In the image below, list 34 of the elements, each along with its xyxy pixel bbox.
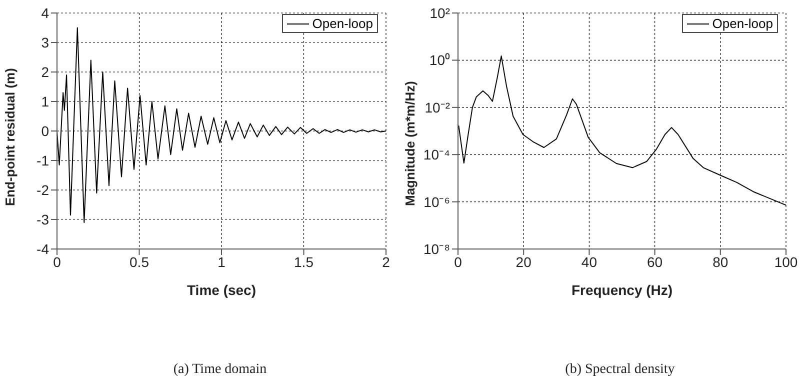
y-tick-label: 0 (41, 122, 50, 139)
x-tick-label: 0 (454, 254, 462, 270)
text: (a) Time domain (172, 362, 268, 378)
legend-label: Open-loop (712, 16, 773, 31)
y-tick-label: 3 (41, 34, 50, 50)
y-axis-title: End-point residual (m) (2, 68, 18, 206)
x-tick-label: 40 (581, 254, 598, 270)
y-tick-label: 10⁻² (424, 99, 450, 116)
y-axis-title: Magnitude (m*m/Hz) (402, 81, 418, 206)
x-tick-label: 80 (712, 254, 728, 270)
y-tick-label: 4 (41, 4, 50, 21)
x-tick-label: 100 (774, 254, 798, 270)
x-axis-title: Time (sec) (187, 282, 256, 298)
legend-label: Open-loop (312, 16, 373, 31)
x-tick-label: 60 (647, 254, 663, 270)
y-tick-label: 10⁻⁴ (423, 146, 450, 163)
y-tick-label: -3 (36, 211, 50, 228)
x-tick-label: 1.5 (294, 254, 314, 270)
x-tick-label: 0.5 (130, 254, 150, 270)
y-tick-label: -2 (36, 182, 50, 198)
x-tick-label: 1 (218, 254, 226, 270)
y-tick-label: 1 (41, 93, 50, 110)
y-tick-label: 10⁻⁶ (424, 194, 450, 210)
text: (b) Spectral density (564, 362, 676, 378)
y-tick-label: 10² (430, 4, 450, 21)
y-tick-label: 10⁻⁸ (424, 240, 450, 257)
y-tick-label: 2 (41, 64, 50, 80)
y-tick-label: -4 (36, 240, 50, 257)
y-tick-label: -1 (36, 152, 50, 168)
x-tick-label: 0 (53, 254, 62, 270)
x-axis-title: Frequency (Hz) (571, 282, 673, 298)
x-tick-label: 20 (516, 254, 532, 270)
x-tick-label: 2 (382, 254, 390, 270)
y-tick-label: 10⁰ (429, 52, 450, 68)
